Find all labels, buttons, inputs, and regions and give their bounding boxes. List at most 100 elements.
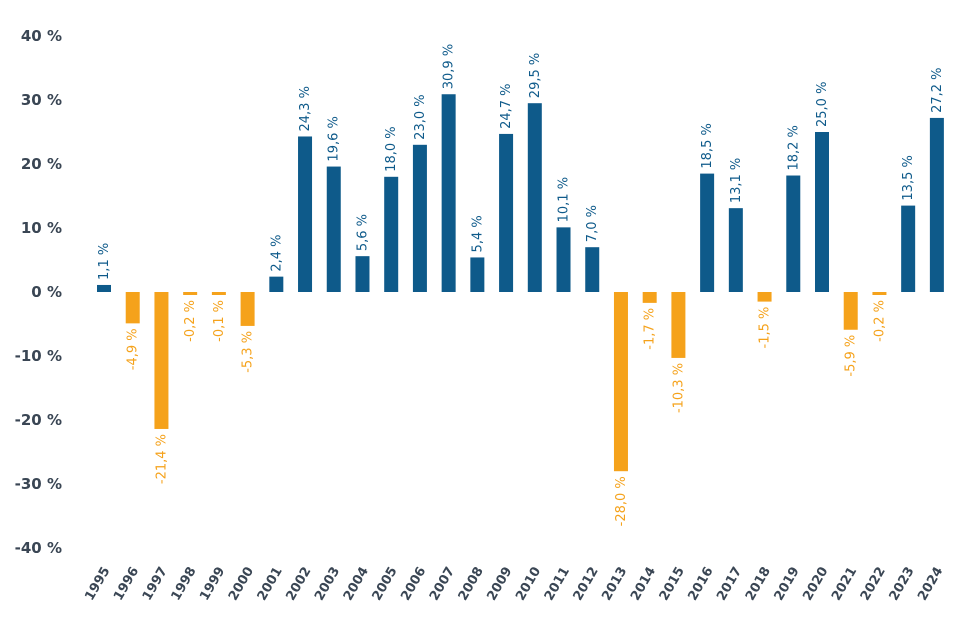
bar-2006 [412,144,427,292]
x-tick-label: 2009 [484,565,515,604]
x-tick-label: 2000 [226,565,257,604]
value-label: -28,0 % [614,476,629,526]
bar-1997 [154,292,169,429]
value-label: 2,4 % [269,234,284,271]
x-tick-label: 2002 [283,565,314,604]
bar-2022 [872,292,887,295]
x-tick-label: 2007 [427,565,458,604]
bars [97,94,944,472]
bar-2008 [470,257,485,292]
value-label: 5,4 % [470,215,485,252]
value-label: 23,0 % [413,94,428,139]
bar-2009 [499,133,514,292]
bar-2023 [901,205,916,292]
x-tick-label: 2011 [542,565,573,604]
value-label: 24,7 % [499,83,514,128]
x-tick-label: 1996 [111,565,142,604]
bar-1996 [125,292,140,324]
bar-2004 [355,256,370,292]
bar-2018 [757,292,772,302]
value-label: 18,5 % [700,123,715,168]
value-label: -21,4 % [154,434,169,484]
x-tick-label: 2014 [628,565,659,604]
x-tick-label: 2012 [571,565,602,604]
x-tick-label: 2021 [829,565,860,604]
value-label: -0,1 % [212,300,227,342]
data-labels: 1,1 % -4,9 % -21,4 % -0,2 % -0,1 % -5,3 % 2,4 … [97,44,945,527]
value-label: 25,0 % [815,82,830,127]
x-tick-label: 2010 [513,565,544,604]
bar-2020 [815,132,829,292]
bar-2000 [240,292,255,326]
y-tick-label: 0 % [31,283,62,301]
value-label: 7,0 % [585,205,600,242]
x-tick-label: 2017 [714,565,745,604]
bar-2015 [671,292,686,358]
x-tick-label: 2022 [858,565,889,604]
x-tick-label: 1997 [140,565,171,604]
value-label: 27,2 % [930,67,945,112]
value-label: -0,2 % [183,300,198,342]
value-label: -1,5 % [758,307,773,349]
bar-1998 [183,292,198,295]
y-tick-label: -10 % [15,347,62,365]
y-tick-label: -20 % [15,411,62,429]
x-tick-label: 2018 [743,565,774,604]
value-label: 10,1 % [557,177,572,222]
x-tick-label: 2023 [887,565,918,604]
x-tick-label: 1999 [197,565,228,604]
x-tick-label: 2016 [685,565,716,604]
value-label: -10,3 % [671,363,686,413]
value-label: 18,2 % [786,125,801,170]
y-tick-label: 40 % [21,27,62,45]
value-label: 19,6 % [327,116,342,161]
x-tick-label: 2001 [255,565,286,604]
bar-2003 [326,166,341,292]
x-tick-label: 2019 [772,565,803,604]
bar-1995 [97,284,111,292]
value-label: -4,9 % [126,328,141,370]
x-tick-label: 2005 [370,565,401,604]
bar-1999 [211,292,226,295]
value-label: -0,2 % [872,300,887,342]
y-tick-label: 10 % [21,219,62,237]
value-label: 24,3 % [298,86,313,131]
bar-2007 [441,94,456,293]
x-tick-label: 2013 [599,565,630,604]
value-label: -1,7 % [643,308,658,350]
x-tick-label: 2006 [398,565,429,604]
value-label: -5,3 % [241,331,256,373]
bar-2017 [728,208,743,292]
x-tick-label: 2008 [456,565,487,604]
value-label: 5,6 % [355,214,370,251]
bar-2012 [585,247,600,292]
x-tick-label: 2024 [915,565,946,604]
x-tick-label: 1995 [82,565,113,604]
y-tick-label: 30 % [21,91,62,109]
x-tick-label: 1998 [169,565,200,604]
y-tick-label: -40 % [15,539,62,557]
x-tick-label: 2015 [657,565,688,604]
x-tick-label: 2020 [800,565,831,604]
bar-2014 [642,292,657,303]
bar-2019 [786,175,801,292]
value-label: 29,5 % [528,53,543,98]
x-tick-label: 2004 [341,565,372,604]
y-tick-label: 20 % [21,155,62,173]
value-label: 30,9 % [442,44,457,89]
y-tick-label: -30 % [15,475,62,493]
bar-2021 [843,292,858,330]
bar-2011 [556,227,571,292]
value-label: 18,0 % [384,126,399,171]
bar-2002 [298,136,313,292]
value-label: 1,1 % [97,243,112,280]
bar-2024 [929,117,944,292]
value-label: -5,9 % [844,335,859,377]
bar-2001 [269,276,284,292]
bar-2005 [384,176,399,292]
bar-2013 [613,292,628,472]
value-label: 13,1 % [729,158,744,203]
x-tick-label: 2003 [312,565,343,604]
bar-2016 [700,173,715,292]
